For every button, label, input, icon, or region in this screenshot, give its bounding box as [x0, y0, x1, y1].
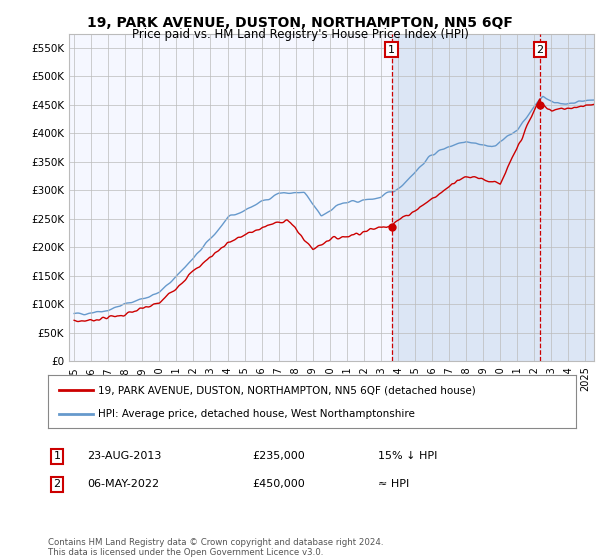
- Text: 23-AUG-2013: 23-AUG-2013: [87, 451, 161, 461]
- Text: Price paid vs. HM Land Registry's House Price Index (HPI): Price paid vs. HM Land Registry's House …: [131, 28, 469, 41]
- Text: 19, PARK AVENUE, DUSTON, NORTHAMPTON, NN5 6QF (detached house): 19, PARK AVENUE, DUSTON, NORTHAMPTON, NN…: [98, 385, 476, 395]
- Text: 19, PARK AVENUE, DUSTON, NORTHAMPTON, NN5 6QF: 19, PARK AVENUE, DUSTON, NORTHAMPTON, NN…: [87, 16, 513, 30]
- Text: £450,000: £450,000: [252, 479, 305, 489]
- Text: 2: 2: [536, 45, 544, 54]
- Text: 15% ↓ HPI: 15% ↓ HPI: [378, 451, 437, 461]
- Text: 1: 1: [53, 451, 61, 461]
- Text: 06-MAY-2022: 06-MAY-2022: [87, 479, 159, 489]
- Bar: [392, 34, 594, 361]
- Text: HPI: Average price, detached house, West Northamptonshire: HPI: Average price, detached house, West…: [98, 408, 415, 418]
- Text: 1: 1: [388, 45, 395, 54]
- Text: £235,000: £235,000: [252, 451, 305, 461]
- Text: 2: 2: [53, 479, 61, 489]
- Text: Contains HM Land Registry data © Crown copyright and database right 2024.
This d: Contains HM Land Registry data © Crown c…: [48, 538, 383, 557]
- Text: ≈ HPI: ≈ HPI: [378, 479, 409, 489]
